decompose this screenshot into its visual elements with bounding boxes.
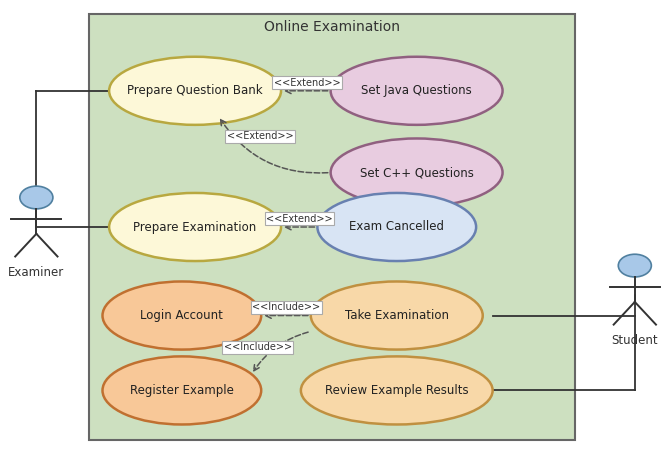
Text: Review Example Results: Review Example Results [325,384,469,397]
Text: Prepare Question Bank: Prepare Question Bank [127,84,263,97]
Text: <<Extend>>: <<Extend>> [274,78,340,88]
Text: <<Extend>>: <<Extend>> [266,214,333,224]
Text: Set C++ Questions: Set C++ Questions [360,166,473,179]
Ellipse shape [109,57,281,125]
Text: Set Java Questions: Set Java Questions [361,84,472,97]
Text: Examiner: Examiner [8,266,64,279]
Text: <<Include>>: <<Include>> [224,342,292,352]
Text: Exam Cancelled: Exam Cancelled [349,221,444,233]
Text: Prepare Examination: Prepare Examination [133,221,257,233]
Ellipse shape [102,356,261,424]
Ellipse shape [109,193,281,261]
Ellipse shape [331,57,503,125]
Ellipse shape [301,356,493,424]
Circle shape [20,186,53,209]
Ellipse shape [331,138,503,207]
Text: Register Example: Register Example [130,384,234,397]
Text: <<Extend>>: <<Extend>> [226,131,293,141]
Text: Login Account: Login Account [140,309,223,322]
Text: Student: Student [612,334,658,347]
Circle shape [618,254,651,277]
Text: <<Include>>: <<Include>> [252,302,321,312]
Ellipse shape [102,281,261,350]
Ellipse shape [317,193,476,261]
Text: Take Examination: Take Examination [345,309,449,322]
FancyBboxPatch shape [89,14,575,440]
Ellipse shape [311,281,483,350]
Text: Online Examination: Online Examination [264,20,400,35]
